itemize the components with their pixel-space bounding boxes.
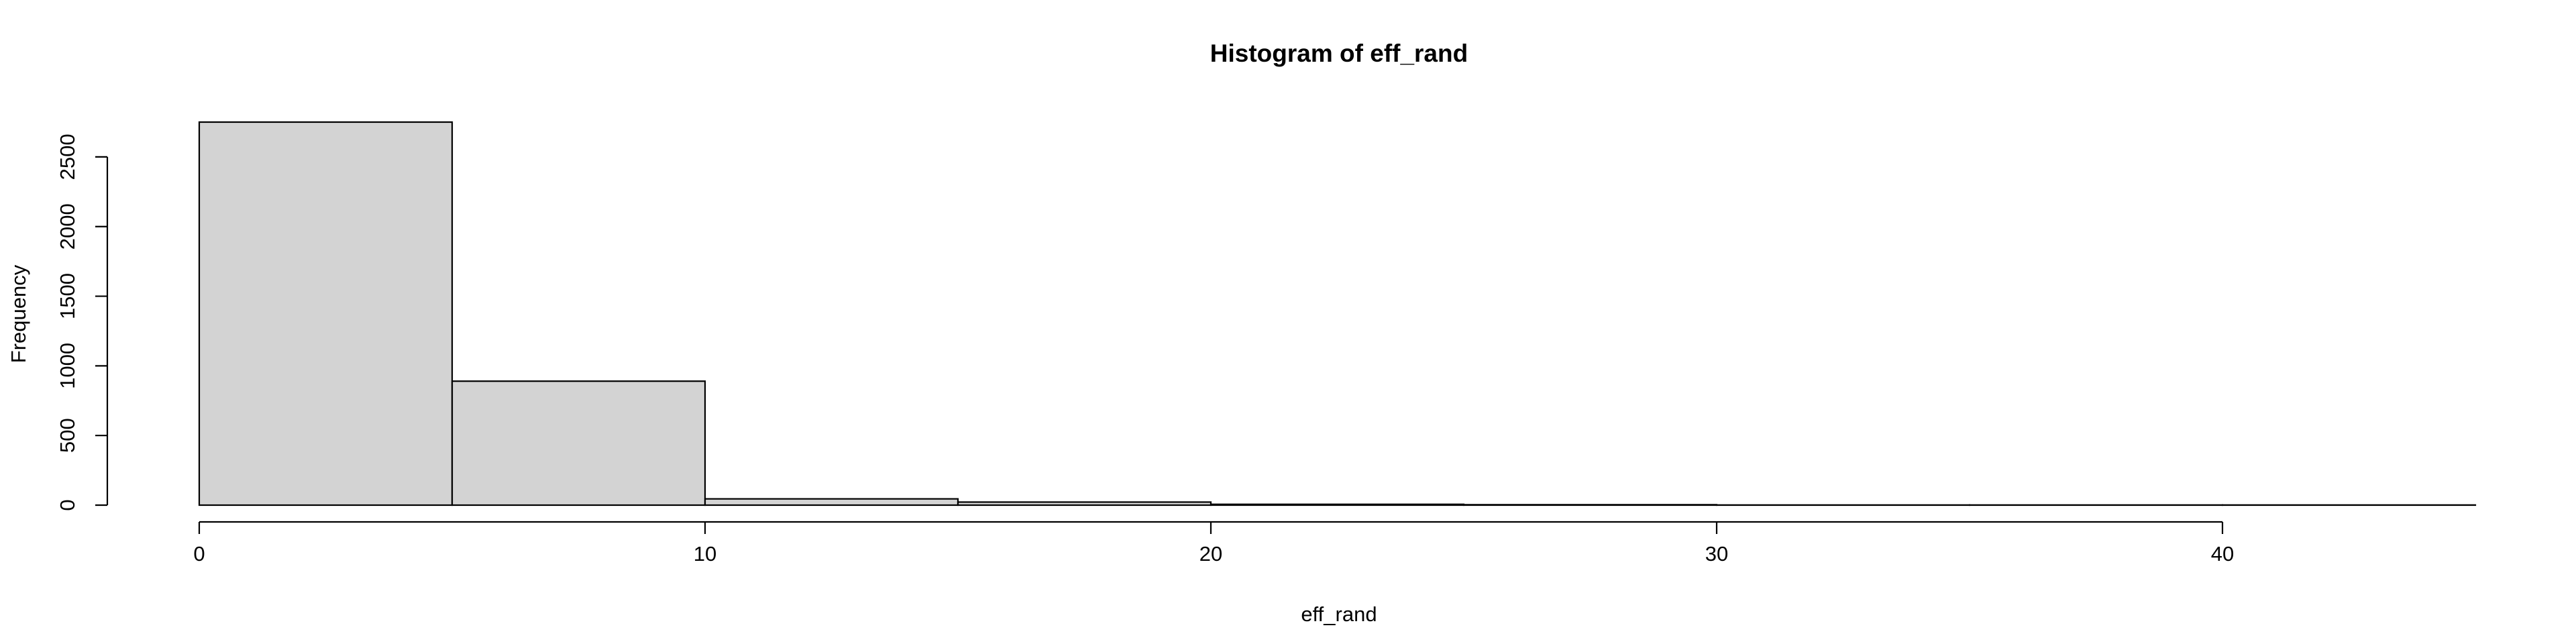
y-tick-label-1: 500: [56, 418, 79, 453]
y-axis-label: Frequency: [7, 264, 30, 363]
y-tick-label-4: 2000: [56, 203, 79, 250]
y-tick-label-5: 2500: [56, 133, 79, 180]
histogram-bar-2: [704, 498, 959, 506]
histogram-bar-0: [198, 121, 453, 506]
histogram-bars: [198, 121, 2477, 506]
y-tick-label-0: 0: [56, 499, 79, 511]
x-tick-label-3: 30: [1705, 542, 1728, 566]
y-tick-label-3: 1500: [56, 273, 79, 319]
chart-title: Histogram of eff_rand: [1210, 40, 1468, 67]
histogram-bar-1: [451, 380, 706, 506]
histogram-bar-5: [1462, 504, 1718, 506]
y-tick-label-2: 1000: [56, 343, 79, 389]
histogram-bar-4: [1210, 503, 1465, 506]
x-axis-label: eff_rand: [1301, 602, 1377, 626]
x-tick-label-4: 40: [2211, 542, 2234, 566]
y-axis: 0 500 1000 1500 2000 2500: [56, 133, 109, 511]
x-tick-label-1: 10: [694, 542, 716, 566]
x-tick-label-0: 0: [193, 542, 205, 566]
x-axis: 0 10 20 30 40: [193, 521, 2234, 566]
histogram-bar-3: [957, 501, 1212, 506]
x-tick-label-2: 20: [1199, 542, 1222, 566]
